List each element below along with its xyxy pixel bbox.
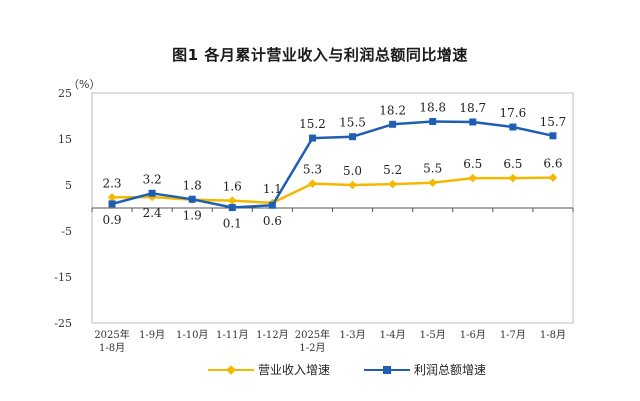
data-label-profit: 18.7 <box>459 101 486 115</box>
data-point-profit <box>349 133 357 141</box>
x-tick-label: 1-8月 <box>99 342 125 354</box>
data-label-revenue: 6.5 <box>503 157 522 171</box>
series-line-revenue <box>111 176 554 205</box>
data-label-revenue: 5.2 <box>383 163 402 177</box>
y-tick-label: -15 <box>54 271 72 284</box>
legend-item-profit: 利润总额增速 <box>364 361 486 378</box>
data-label-revenue: 2.3 <box>102 176 121 190</box>
x-tick-label: 1-4月 <box>380 329 406 341</box>
x-tick-label: 1-6月 <box>460 329 486 341</box>
y-tick-label: -25 <box>54 317 72 330</box>
data-label-profit: 15.5 <box>339 116 366 130</box>
data-label-revenue: 2.4 <box>143 206 162 220</box>
data-label-revenue: 1.8 <box>183 179 202 193</box>
data-point-profit <box>108 200 116 208</box>
x-tick-label: 1-2月 <box>299 342 325 354</box>
data-point-profit <box>429 118 437 126</box>
legend-label-revenue: 营业收入增速 <box>258 363 331 377</box>
data-label-profit: 15.2 <box>299 117 326 131</box>
data-point-profit <box>148 189 156 197</box>
data-point-profit <box>228 204 236 212</box>
data-label-profit: 1.9 <box>183 208 202 222</box>
data-point-profit <box>389 120 397 128</box>
data-label-revenue: 5.0 <box>343 164 362 178</box>
data-point-revenue <box>428 178 437 187</box>
x-tick-label: 1-9月 <box>139 329 165 341</box>
legend: 营业收入增速 利润总额增速 <box>0 361 640 381</box>
data-label-revenue: 6.5 <box>463 157 482 171</box>
legend-swatch-profit <box>364 364 410 376</box>
x-tick-label: 2025年 <box>94 328 129 341</box>
y-tick-label: 25 <box>58 87 72 100</box>
y-tick-label: 5 <box>65 179 72 192</box>
chart-title: 图1 各月累计营业收入与利润总额同比增速 <box>172 46 468 64</box>
data-point-revenue <box>228 196 237 205</box>
x-tick-label: 1-10月 <box>176 329 208 341</box>
data-label-revenue: 6.6 <box>543 157 562 171</box>
x-tick-label: 1-3月 <box>339 329 365 341</box>
data-point-revenue <box>107 193 117 202</box>
x-tick-label: 2025年 <box>295 328 330 341</box>
data-label-profit: 18.8 <box>419 101 446 115</box>
data-label-revenue: 5.5 <box>423 162 442 176</box>
y-tick-label: 15 <box>58 133 72 146</box>
data-point-profit <box>308 134 316 142</box>
data-point-revenue <box>468 173 478 183</box>
data-point-revenue <box>388 179 397 189</box>
data-label-revenue: 5.3 <box>303 163 322 177</box>
data-label-revenue: 1.6 <box>223 180 242 194</box>
y-axis-unit-label: （%） <box>68 78 101 91</box>
x-tick-label: 1-8月 <box>540 329 566 341</box>
data-point-profit <box>549 132 557 140</box>
data-point-profit <box>188 195 196 203</box>
x-tick-label: 1-12月 <box>256 329 288 341</box>
data-point-profit <box>469 118 477 126</box>
x-tick-label: 1-5月 <box>420 329 446 341</box>
data-point-revenue <box>348 180 357 190</box>
data-label-profit: 0.9 <box>102 213 121 227</box>
y-tick-label: -5 <box>61 225 72 238</box>
x-tick-label: 1-11月 <box>216 329 248 341</box>
legend-label-profit: 利润总额增速 <box>414 363 487 377</box>
x-tick-label: 1-7月 <box>500 329 526 341</box>
data-label-profit: 0.6 <box>263 214 282 228</box>
series-line-profit <box>111 120 554 209</box>
data-label-profit: 3.2 <box>143 172 162 186</box>
data-point-revenue <box>308 179 317 188</box>
data-label-profit: 0.1 <box>223 217 242 231</box>
data-label-profit: 15.7 <box>540 115 567 129</box>
data-label-profit: 17.6 <box>500 106 527 120</box>
data-label-revenue: 1.1 <box>263 182 282 196</box>
data-point-revenue <box>548 173 558 182</box>
data-point-profit <box>268 201 276 209</box>
data-point-profit <box>509 123 517 131</box>
data-label-profit: 18.2 <box>379 103 406 117</box>
data-point-revenue <box>508 173 518 183</box>
legend-item-revenue: 营业收入增速 <box>208 361 330 378</box>
legend-swatch-revenue <box>208 364 254 376</box>
